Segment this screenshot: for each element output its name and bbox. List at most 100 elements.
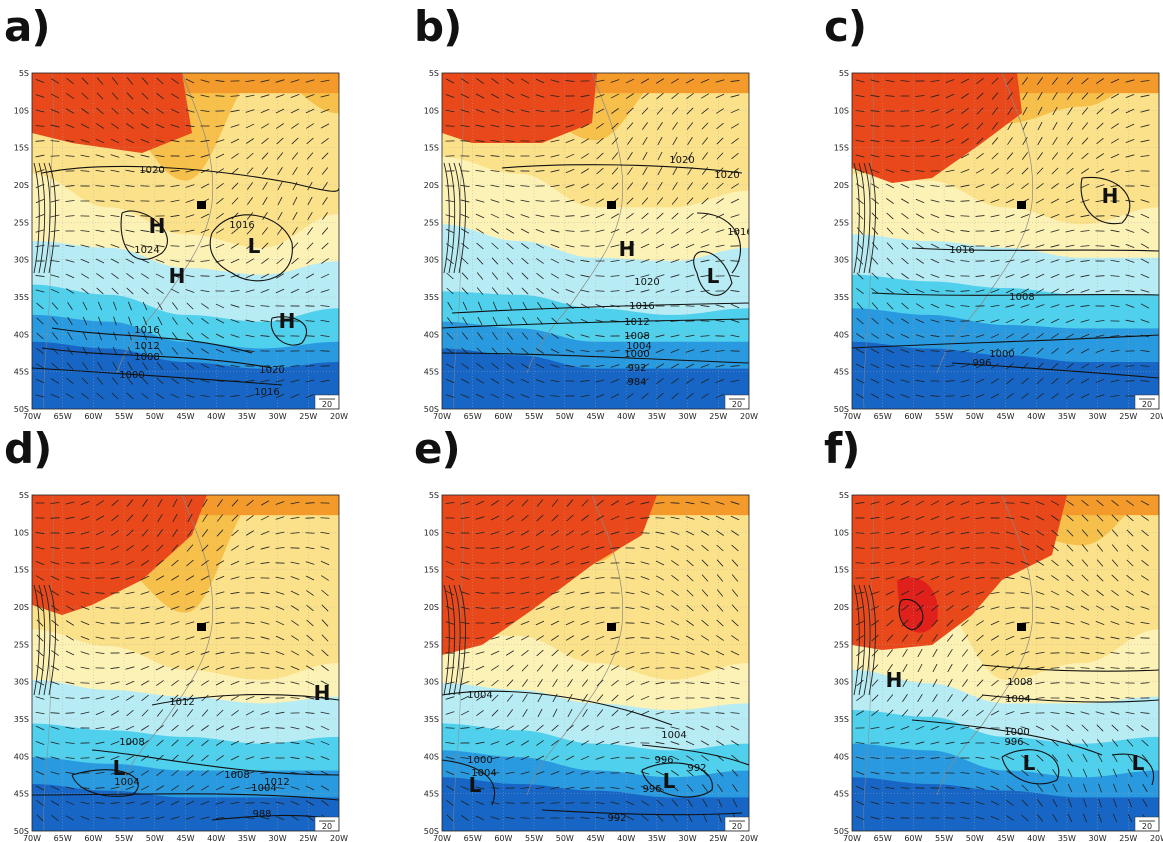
lat-tick-label: 5S <box>429 491 439 500</box>
contour-label: 1008 <box>1007 677 1032 688</box>
station-marker <box>1017 623 1026 631</box>
lon-tick-label: 55W <box>935 412 953 421</box>
contour-label: 1020 <box>259 365 284 376</box>
vector-scale-label: 20 <box>732 822 742 831</box>
lon-tick-label: 50W <box>146 834 164 842</box>
low-pressure-label: L <box>113 756 126 780</box>
lon-tick-label: 25W <box>299 834 317 842</box>
lat-tick-label: 20S <box>834 603 849 612</box>
wind-vector <box>171 246 180 247</box>
lon-tick-label: 55W <box>115 412 133 421</box>
vector-scale: 20 <box>315 817 339 831</box>
low-pressure-label: L <box>248 234 261 258</box>
lat-tick-label: 35S <box>424 715 439 724</box>
high-pressure-label: H <box>886 668 903 692</box>
wind-vector <box>321 518 330 519</box>
wind-vector <box>871 548 880 549</box>
lat-tick-label: 15S <box>14 144 29 153</box>
lon-tick-label: 60W <box>494 834 512 842</box>
lon-tick-label: 35W <box>648 834 666 842</box>
station-marker <box>607 623 616 631</box>
contour-label: 1016 <box>229 220 254 231</box>
contour-label: 988 <box>252 809 271 820</box>
contour-label: 1008 <box>134 352 159 363</box>
lat-tick-label: 15S <box>424 566 439 575</box>
contour-label: 992 <box>607 813 626 824</box>
lat-tick-label: 10S <box>14 106 29 115</box>
lon-tick-label: 40W <box>1027 834 1045 842</box>
wind-vector <box>946 396 955 397</box>
contour-label: 1020 <box>634 277 659 288</box>
lat-tick-label: 20S <box>834 181 849 190</box>
lon-tick-label: 30W <box>679 412 697 421</box>
lon-tick-label: 20W <box>1150 412 1163 421</box>
lat-tick-label: 40S <box>424 330 439 339</box>
lon-tick-label: 65W <box>874 834 892 842</box>
pressure-wind-map: 1020102010161020101610121008100410009929… <box>410 0 770 420</box>
lat-tick-label: 30S <box>14 678 29 687</box>
wind-vector <box>111 818 120 819</box>
lat-tick-label: 40S <box>834 330 849 339</box>
station-marker <box>607 201 616 209</box>
lon-tick-label: 65W <box>54 412 72 421</box>
lat-tick-label: 40S <box>424 752 439 761</box>
lat-tick-label: 20S <box>14 603 29 612</box>
lon-tick-label: 25W <box>1119 834 1137 842</box>
lon-tick-label: 60W <box>84 412 102 421</box>
vector-scale: 20 <box>1135 817 1159 831</box>
lon-tick-label: 20W <box>740 412 758 421</box>
lon-tick-label: 40W <box>617 834 635 842</box>
lat-tick-label: 35S <box>14 293 29 302</box>
contour-label: 1008 <box>224 770 249 781</box>
contour-label: 1016 <box>254 387 279 398</box>
vector-scale-label: 20 <box>1142 400 1152 409</box>
wind-vector <box>1006 503 1015 504</box>
wind-vector <box>446 156 455 157</box>
lat-tick-label: 45S <box>834 790 849 799</box>
lat-tick-label: 30S <box>14 256 29 265</box>
contour-label: 1012 <box>169 697 194 708</box>
lat-tick-label: 35S <box>14 715 29 724</box>
lat-tick-label: 15S <box>424 144 439 153</box>
lat-tick-label: 35S <box>834 293 849 302</box>
lat-tick-label: 15S <box>834 144 849 153</box>
lat-tick-label: 20S <box>424 603 439 612</box>
lon-tick-label: 45W <box>996 834 1014 842</box>
low-pressure-label: L <box>1023 751 1036 775</box>
high-pressure-label: H <box>314 681 331 705</box>
contour-label: 992 <box>687 763 706 774</box>
wind-vector <box>1066 653 1075 654</box>
lon-tick-label: 40W <box>207 834 225 842</box>
lat-tick-label: 25S <box>14 218 29 227</box>
lat-tick-label: 30S <box>424 678 439 687</box>
lon-tick-label: 60W <box>494 412 512 421</box>
contour-label: 1000 <box>624 349 649 360</box>
lat-tick-label: 10S <box>424 528 439 537</box>
station-marker <box>197 201 206 209</box>
lon-tick-label: 65W <box>54 834 72 842</box>
lon-tick-label: 40W <box>617 412 635 421</box>
vector-scale-label: 20 <box>1142 822 1152 831</box>
contour-label: 1016 <box>134 325 159 336</box>
lon-tick-label: 20W <box>330 834 348 842</box>
contour-label: 1004 <box>661 730 686 741</box>
lon-tick-label: 30W <box>679 834 697 842</box>
lon-tick-label: 30W <box>269 412 287 421</box>
lat-tick-label: 25S <box>424 640 439 649</box>
wind-vector <box>111 593 120 594</box>
lat-tick-label: 20S <box>14 181 29 190</box>
lon-tick-label: 65W <box>464 834 482 842</box>
wind-vector <box>656 518 665 519</box>
lon-tick-label: 45W <box>586 412 604 421</box>
lon-tick-label: 65W <box>464 412 482 421</box>
wind-vector <box>686 306 695 307</box>
station-marker <box>1017 201 1026 209</box>
contour-label: 996 <box>642 784 661 795</box>
vector-scale-label: 20 <box>322 400 332 409</box>
high-pressure-label: H <box>1102 184 1119 208</box>
lon-tick-label: 35W <box>1058 412 1076 421</box>
